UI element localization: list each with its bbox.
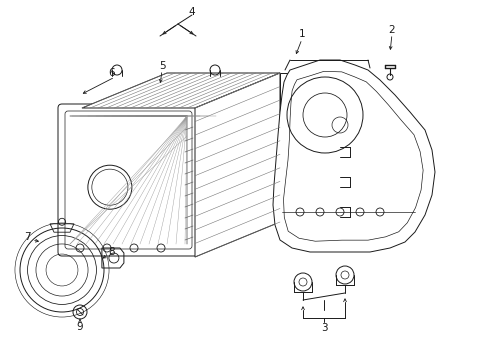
- Text: 9: 9: [77, 322, 83, 332]
- Text: 1: 1: [298, 29, 305, 39]
- Text: 7: 7: [23, 232, 30, 242]
- Text: 8: 8: [108, 247, 115, 257]
- FancyBboxPatch shape: [58, 104, 199, 256]
- Text: 4: 4: [188, 7, 195, 17]
- Polygon shape: [272, 60, 434, 252]
- Polygon shape: [195, 73, 280, 257]
- Polygon shape: [82, 73, 280, 108]
- Text: 2: 2: [388, 25, 394, 35]
- Text: 6: 6: [108, 68, 115, 78]
- Text: 3: 3: [320, 323, 326, 333]
- Text: 5: 5: [159, 61, 165, 71]
- Polygon shape: [280, 73, 342, 242]
